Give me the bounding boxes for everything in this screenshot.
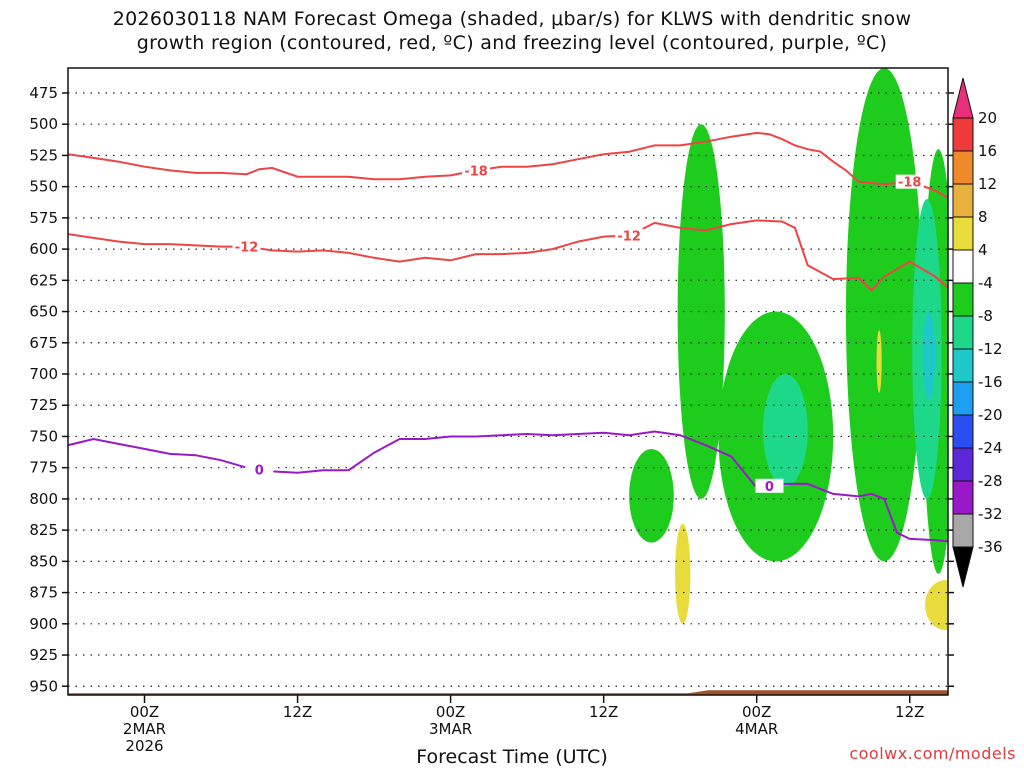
ytick-label-850: 850	[29, 552, 58, 570]
ytick-label-525: 525	[29, 146, 58, 164]
colorbar-label-8: -16	[978, 373, 1003, 391]
xtick-label-1: 12Z	[283, 703, 312, 721]
contour-label-6: 0	[765, 480, 774, 495]
colorbar-top-arrow	[952, 77, 974, 119]
colorbar-swatch-13	[952, 513, 974, 548]
colorbar-label-12: -32	[978, 505, 1003, 523]
ytick-label-550: 550	[29, 178, 58, 196]
colorbar-label-10: -24	[978, 439, 1003, 457]
contour-label-bg-1	[895, 174, 924, 189]
omega-cell-11	[925, 580, 948, 631]
colorbar-swatch-8	[952, 348, 974, 383]
colorbar-bottom-arrow	[952, 546, 974, 588]
xtick-date-4: 4MAR	[735, 720, 778, 738]
colorbar-swatch-3	[952, 183, 974, 218]
contour-label-bg-0	[462, 163, 491, 178]
ytick-label-875: 875	[29, 584, 58, 602]
omega-cell-3	[845, 68, 923, 562]
colorbar-label-6: -8	[978, 307, 993, 325]
contour-label-bg-2	[232, 239, 261, 254]
ytick-label-475: 475	[29, 84, 58, 102]
ytick-label-700: 700	[29, 365, 58, 383]
colorbar-label-13: -36	[978, 538, 1003, 556]
xtick-label-2: 00Z	[436, 703, 465, 721]
ytick-label-950: 950	[29, 677, 58, 695]
chart-title-line1: 2026030118 NAM Forecast Omega (shaded, μ…	[112, 8, 912, 30]
contour-label-bg-3	[615, 228, 644, 243]
colorbar-swatch-10	[952, 414, 974, 449]
colorbar-swatch-11	[952, 447, 974, 482]
terrain-surface	[68, 690, 948, 695]
omega-cell-1	[629, 448, 674, 543]
colorbar-label-0: 20	[978, 109, 997, 127]
contour-label-2: -12	[235, 241, 259, 256]
plot-frame	[67, 67, 949, 696]
ytick-label-800: 800	[29, 490, 58, 508]
omega-cell-10	[675, 523, 691, 624]
ytick-label-925: 925	[29, 646, 58, 664]
colorbar-swatch-6	[952, 282, 974, 317]
omega-cell-9	[922, 311, 936, 399]
xtick-label-3: 12Z	[589, 703, 618, 721]
colorbar-label-7: -12	[978, 340, 1003, 358]
omega-cell-12	[876, 330, 882, 393]
colorbar-swatch-5	[952, 249, 974, 284]
contour-label-3: -12	[617, 229, 641, 244]
contour-label-0: -18	[464, 164, 488, 179]
colorbar-label-5: -4	[978, 274, 993, 292]
ytick-label-650: 650	[29, 303, 58, 321]
colorbar-swatch-4	[952, 216, 974, 251]
colorbar-label-2: 12	[978, 175, 997, 193]
ytick-label-675: 675	[29, 334, 58, 352]
ytick-label-500: 500	[29, 115, 58, 133]
colorbar-swatch-12	[952, 480, 974, 515]
chart-title-line2: growth region (contoured, red, ºC) and f…	[136, 32, 888, 54]
colorbar-label-1: 16	[978, 142, 997, 160]
x-axis-label: Forecast Time (UTC)	[416, 746, 608, 768]
contour--18	[68, 131, 860, 183]
ytick-label-900: 900	[29, 615, 58, 633]
ytick-label-575: 575	[29, 209, 58, 227]
colorbar-swatch-1	[952, 117, 974, 152]
ytick-label-725: 725	[29, 396, 58, 414]
xtick-date-0: 2MAR	[123, 720, 166, 738]
ytick-label-750: 750	[29, 427, 58, 445]
xtick-date-2: 3MAR	[429, 720, 472, 738]
colorbar-label-9: -20	[978, 406, 1003, 424]
contour-label-1: -18	[898, 176, 922, 191]
colorbar-swatch-7	[952, 315, 974, 350]
omega-cell-7	[763, 374, 808, 487]
contour--12	[68, 219, 948, 292]
colorbar-swatch-2	[952, 150, 974, 185]
ytick-label-600: 600	[29, 240, 58, 258]
colorbar-swatch-9	[952, 381, 974, 416]
source-credit: coolwx.com/models	[849, 744, 1016, 763]
colorbar-label-4: 4	[978, 241, 988, 259]
ytick-label-775: 775	[29, 459, 58, 477]
contour-label-bg-5	[245, 462, 274, 477]
ytick-label-825: 825	[29, 521, 58, 539]
colorbar-label-3: 8	[978, 208, 988, 226]
xtick-label-4: 00Z	[742, 703, 771, 721]
xtick-label-5: 12Z	[895, 703, 924, 721]
xtick-year-0: 2026	[125, 737, 163, 755]
ytick-label-625: 625	[29, 271, 58, 289]
contour-label-bg-6	[755, 478, 784, 493]
xtick-label-0: 00Z	[130, 703, 159, 721]
contour-label-5: 0	[255, 464, 264, 479]
contour-0	[68, 430, 948, 543]
colorbar-label-11: -28	[978, 472, 1003, 490]
